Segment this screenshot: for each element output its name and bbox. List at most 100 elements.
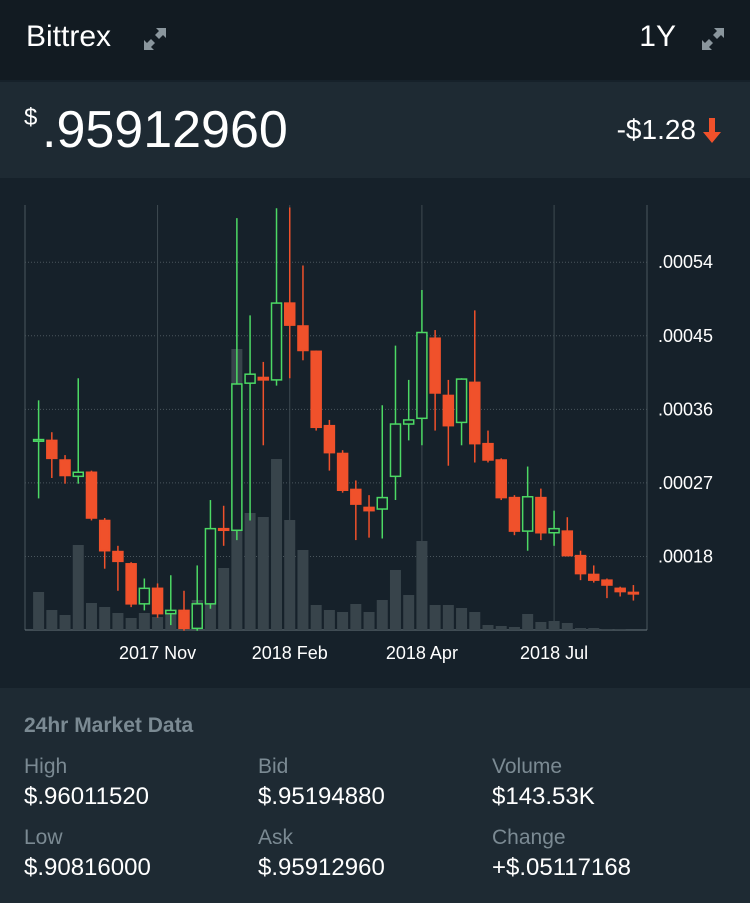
volume-bar [442,605,454,630]
candle-body [389,423,402,478]
x-tick-label: 2018 Jul [520,643,588,663]
volume-bar [376,600,388,630]
down-arrow [703,118,721,143]
exchange-name[interactable]: Bittrex [26,20,112,53]
candle-body [85,471,98,519]
candle-body [191,603,203,630]
candle-body [548,527,560,534]
volume-bar [389,570,401,630]
candle-body [112,550,124,563]
volume-bar [284,520,296,630]
volume-bar [482,625,494,630]
market-title: 24hr Market Data [24,714,194,737]
volume-bar [350,604,362,630]
candle-body [614,587,626,593]
x-tick-label: 2017 Nov [119,643,196,663]
candle-body [429,337,441,394]
candle-body [442,394,455,427]
volume-bar [403,595,415,630]
volume-bar [495,626,507,630]
candle-body [178,609,190,630]
candle-body [270,302,283,381]
market-value: $.96011520 [24,783,150,810]
volume-bar [297,550,309,630]
volume-bar [99,607,111,630]
volume-bar [33,592,45,630]
candle-body [469,381,481,445]
candle-body [482,442,494,461]
candle-body [257,376,270,381]
candle-body [416,331,428,420]
candle-body [310,350,322,429]
volume-bar [72,545,84,630]
candle-body [587,573,600,581]
volume-bar [244,513,256,630]
volume-bar [614,629,626,630]
volume-bar [337,612,349,630]
range-selector[interactable]: 1Y [639,20,676,53]
volume-bar [522,614,534,630]
candle-body [323,424,336,454]
expand-icon[interactable] [142,26,168,52]
candle-body [627,591,640,595]
market-label: High [24,755,68,778]
candle-body [521,496,534,532]
volume-bar [271,459,283,630]
candle-body [46,439,58,460]
candle-body [165,609,177,615]
volume-bar [138,613,150,630]
candle-body [72,471,85,478]
candle-body [98,519,111,552]
candle-body [125,563,137,605]
volume-bar [429,605,441,630]
volume-bar [310,605,322,630]
y-tick-label: .00045 [658,326,713,346]
price-value: .95912960 [42,101,288,159]
candle-body [508,496,521,532]
y-tick-label: .00027 [658,473,713,493]
volume-bar [416,541,428,630]
candle-body [350,488,362,505]
currency-symbol: $ [24,104,38,131]
expand-icon[interactable] [700,26,726,52]
volume-bar [456,608,468,630]
market-panel [0,688,750,903]
candle-body [138,587,151,605]
market-value: $143.53K [492,783,595,810]
top-bar [0,0,750,80]
volume-bar [85,603,97,630]
volume-bar [46,610,58,630]
volume-bar [548,621,560,630]
candle-body [601,579,613,586]
candle-body [376,496,389,510]
candle-body [297,325,309,352]
candle-body [283,302,296,326]
candle-body [217,527,230,532]
y-tick-label: .00054 [658,252,713,272]
volume-bar [152,617,164,630]
candle-body [231,383,243,532]
candle-body [402,419,415,425]
candle-body [495,459,507,499]
chart: .00018 .00027 .00036 .00045 .00054 2017 Nov 20… [24,205,713,663]
y-tick-label: .00036 [658,399,713,419]
volume-bar [125,618,137,630]
volume-bar [204,588,216,630]
volume-bar [575,628,587,630]
volume-bar [257,517,269,630]
candle-body [204,527,217,605]
x-tick-label: 2018 Apr [386,643,458,663]
market-label: Ask [258,826,294,849]
volume-bar [59,615,71,630]
candle-body [561,530,574,557]
market-value: $.95912960 [258,854,385,881]
chart-area [0,178,750,688]
volume-bar [535,622,547,630]
market-value: $.95194880 [258,783,385,810]
volume-bar [112,613,124,630]
volume-bar [508,627,520,630]
candle-body [32,438,45,442]
y-tick-label: .00018 [658,546,713,566]
volume-bar [363,612,375,630]
